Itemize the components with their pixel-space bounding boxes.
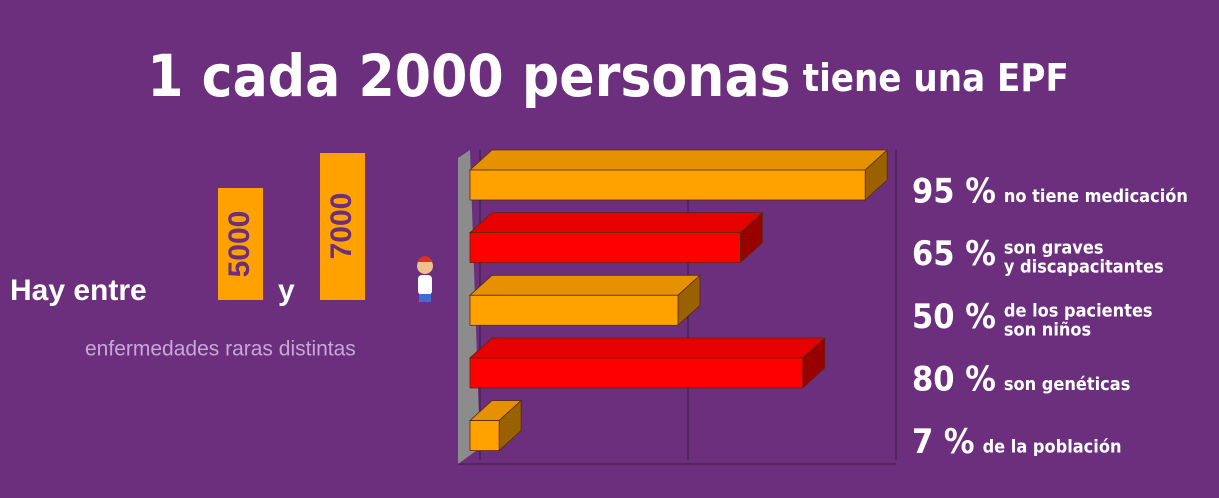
info-prefix: Hay entre [10,274,147,307]
value-label: 7 % [912,422,975,462]
bar-front [469,232,741,264]
bar-front [469,169,866,201]
info-low: 5000 [223,211,256,278]
description: de la población [983,437,1122,458]
title: 1 cada 2000 personas tiene una EPF [147,42,1069,110]
bar-top [468,337,826,359]
icon-legs [419,294,431,302]
info-caption: enfermedades raras distintas [85,338,356,361]
value-label: 95 % [912,172,996,212]
bar-top [468,149,889,171]
bar-top [468,212,764,234]
bar [468,274,702,327]
bar [468,337,826,389]
bar-front [469,357,804,389]
title-suffix: tiene una EPF [803,56,1069,100]
info-conjunction: y [278,274,295,307]
info-high: 7000 [325,193,358,260]
value-label: 50 % [912,297,996,337]
title-main: 1 cada 2000 personas [147,42,791,110]
icon-body [418,275,432,295]
description: y discapacitantes [1004,257,1164,278]
description: son genéticas [1004,374,1130,395]
bar [468,211,764,264]
bar-front [469,420,500,451]
icon-hair [417,256,433,262]
bar-top [468,274,702,296]
value-label: 65 % [912,234,996,274]
description: son niños [1004,319,1091,340]
number-box [320,153,365,300]
bar [468,399,523,452]
number-box [218,188,263,300]
bar [468,149,889,201]
description: son graves [1004,238,1104,259]
person-icon [417,256,433,302]
value-label: 80 % [912,359,996,399]
description: de los pacientes [1004,300,1153,321]
description: no tiene medicación [1004,186,1188,207]
bar-front [469,294,679,326]
